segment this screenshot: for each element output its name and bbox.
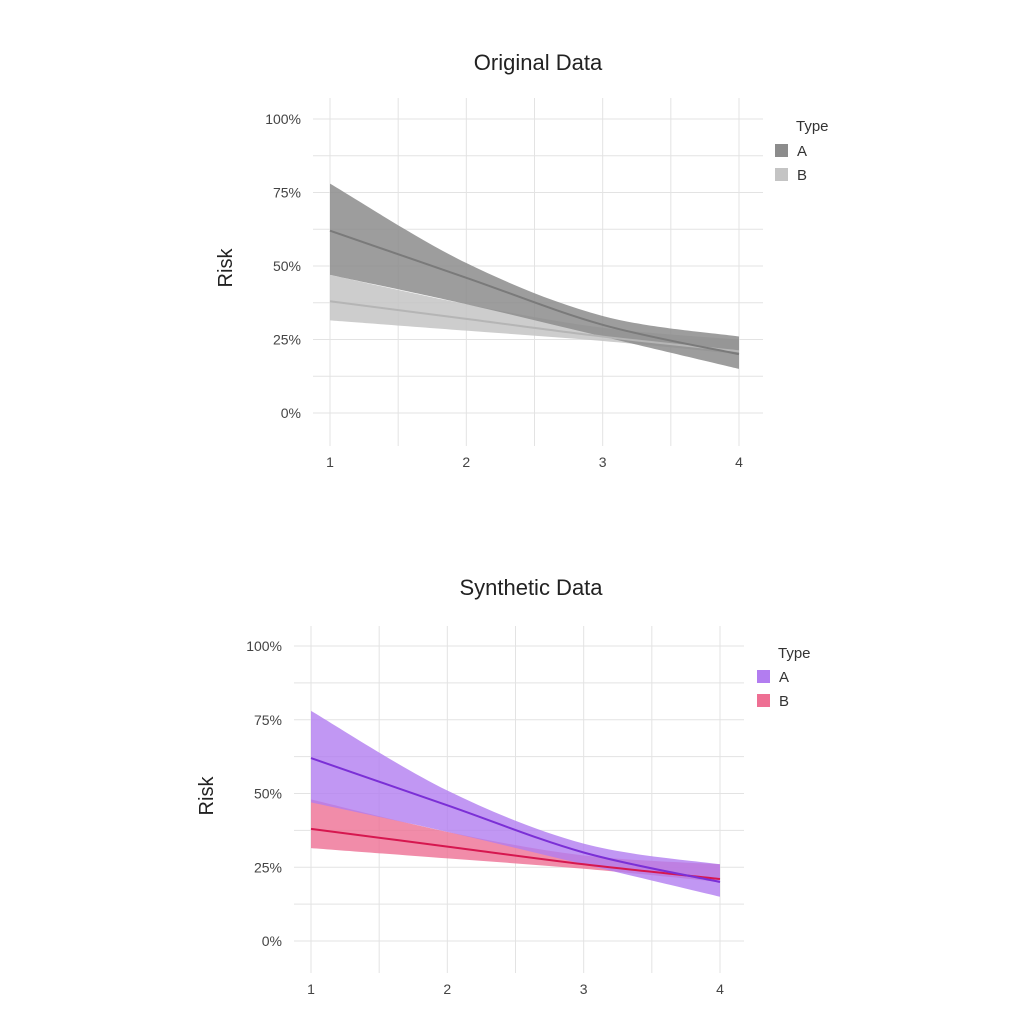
legend-title: Type	[778, 645, 811, 662]
legend: Type A B	[775, 118, 829, 184]
legend: Type A B	[757, 645, 811, 710]
x-axis-ticks: 1 2 3 4	[326, 454, 743, 470]
ribbons	[330, 183, 739, 369]
legend-label-a: A	[779, 669, 789, 686]
lines	[310, 757, 721, 883]
y-tick-label: 50%	[273, 258, 301, 274]
synthetic-data-chart: Synthetic Data 0% 25% 50% 75% 100% 1 2 3 4 Risk…	[196, 575, 811, 997]
y-tick-label: 100%	[265, 111, 301, 127]
line-a	[329, 229, 740, 356]
x-tick-label: 4	[716, 981, 724, 997]
x-tick-label: 3	[599, 454, 607, 470]
line-a	[310, 757, 721, 883]
y-tick-label: 75%	[254, 712, 282, 728]
x-tick-label: 3	[580, 981, 588, 997]
y-axis-label: Risk	[215, 248, 237, 288]
ribbon-a	[330, 183, 739, 369]
chart-title: Synthetic Data	[459, 575, 603, 600]
legend-label-b: B	[797, 167, 807, 184]
legend-swatch-b	[775, 168, 788, 181]
y-tick-label: 25%	[273, 332, 301, 348]
legend-label-b: B	[779, 693, 789, 710]
y-tick-label: 25%	[254, 859, 282, 875]
y-tick-label: 0%	[281, 405, 301, 421]
x-axis-ticks: 1 2 3 4	[307, 981, 724, 997]
legend-label-a: A	[797, 143, 807, 160]
x-tick-label: 1	[326, 454, 334, 470]
legend-swatch-a	[757, 670, 770, 683]
legend-title: Type	[796, 118, 829, 135]
ribbon-a	[311, 710, 720, 897]
y-axis-ticks: 0% 25% 50% 75% 100%	[246, 638, 282, 949]
y-tick-label: 50%	[254, 786, 282, 802]
y-tick-label: 0%	[262, 933, 282, 949]
y-tick-label: 75%	[273, 185, 301, 201]
line-b	[329, 300, 740, 353]
chart-title: Original Data	[474, 50, 603, 75]
x-tick-label: 2	[443, 981, 451, 997]
x-tick-label: 2	[462, 454, 470, 470]
y-axis-label: Risk	[196, 776, 218, 816]
x-tick-label: 1	[307, 981, 315, 997]
line-b	[310, 827, 721, 881]
y-axis-ticks: 0% 25% 50% 75% 100%	[265, 111, 301, 421]
y-tick-label: 100%	[246, 638, 282, 654]
legend-swatch-b	[757, 694, 770, 707]
legend-swatch-a	[775, 144, 788, 157]
x-tick-label: 4	[735, 454, 743, 470]
lines	[329, 229, 740, 356]
